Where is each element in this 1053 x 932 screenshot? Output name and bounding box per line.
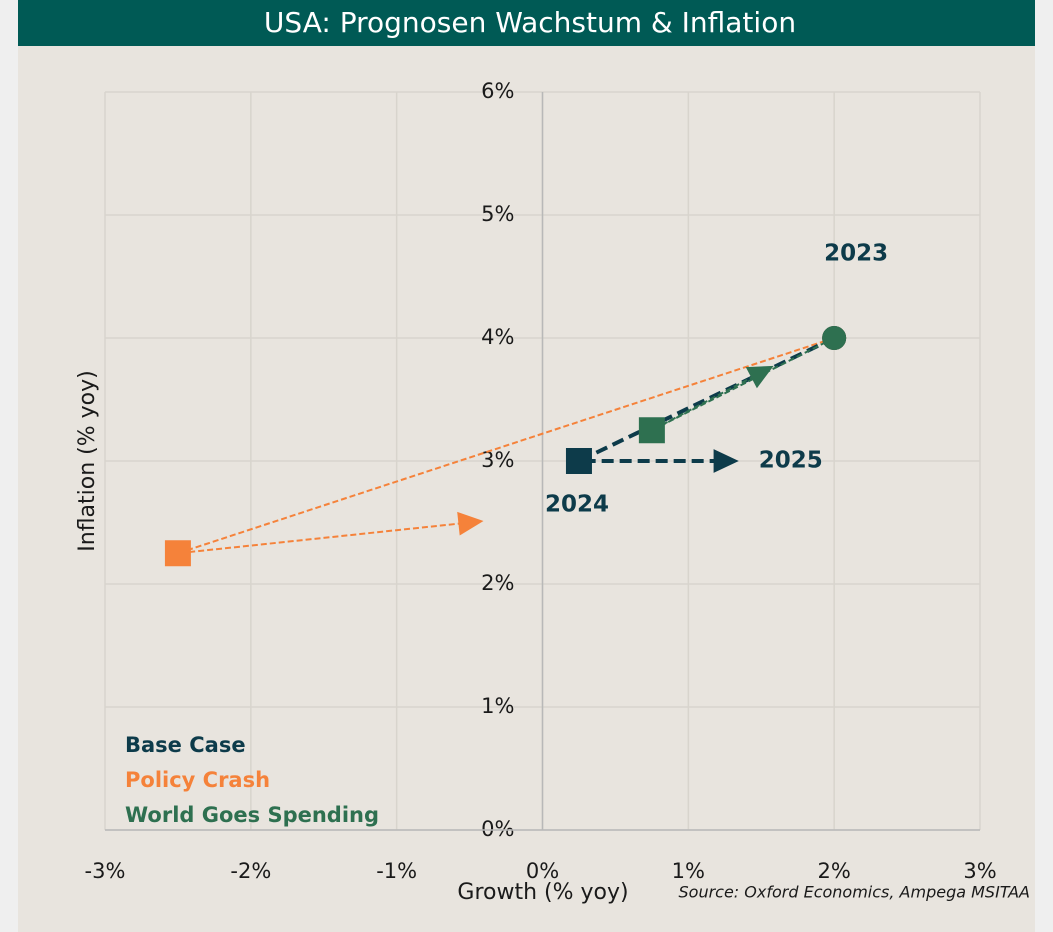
panel [18, 0, 1035, 932]
legend-entry: Base Case [125, 733, 246, 757]
x-tick-label: 0% [526, 859, 559, 883]
marker [565, 448, 592, 474]
x-axis-label: Growth (% yoy) [457, 880, 628, 905]
title-bar [18, 0, 1035, 46]
y-tick-label: 2% [481, 571, 514, 595]
y-tick-label: 6% [481, 79, 514, 103]
marker [164, 540, 191, 567]
y-tick-label: 0% [481, 817, 514, 841]
x-tick-label: -2% [230, 859, 271, 883]
y-tick-label: 4% [481, 325, 514, 349]
x-tick-label: 2% [818, 859, 851, 883]
series-line [651, 337, 835, 432]
marker [713, 449, 739, 473]
annotation: 2025 [759, 448, 823, 474]
y-axis-label: Inflation (% yoy) [75, 370, 100, 551]
y-tick-label: 3% [481, 448, 514, 472]
marker [638, 417, 665, 444]
marker [457, 511, 484, 536]
marker [745, 365, 774, 389]
x-tick-label: -3% [85, 859, 126, 883]
chart-title: USA: Prognosen Wachstum & Inflation [264, 6, 796, 39]
annotation: 2023 [824, 241, 888, 267]
legend-entry: Policy Crash [125, 768, 270, 792]
y-tick-label: 1% [481, 694, 514, 718]
series-line [578, 336, 836, 463]
legend-entry: World Goes Spending [125, 803, 379, 827]
x-tick-label: -1% [376, 859, 417, 883]
annotation: 2024 [545, 492, 609, 518]
x-tick-label: 1% [672, 859, 705, 883]
x-tick-label: 3% [963, 859, 996, 883]
source: Source: Oxford Economics, Ampega MSITAA [679, 883, 1031, 902]
series-line [177, 337, 835, 555]
marker [822, 326, 847, 350]
y-tick-label: 5% [481, 202, 514, 226]
